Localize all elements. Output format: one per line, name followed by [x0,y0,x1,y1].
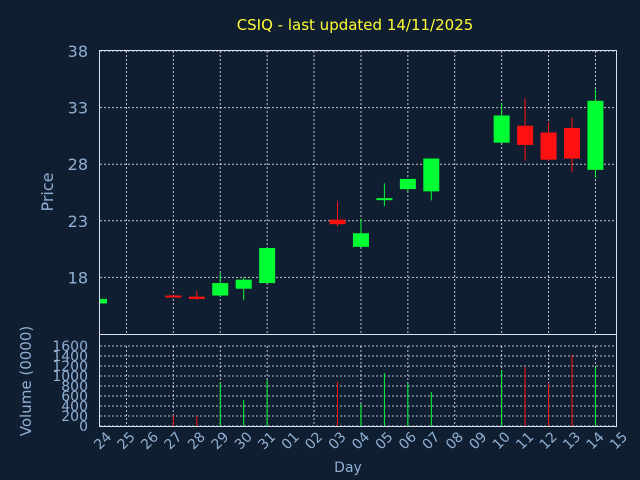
x-tick-label: 28 [185,429,209,453]
price-plot-frame [99,50,617,335]
volume-tick-label: 200 [61,409,88,425]
x-tick-label: 27 [162,429,186,453]
x-tick-label: 30 [232,429,256,453]
x-tick-labels: 24 25 26 27 28 29 30 31 01 02 03 04 05 06 07 08 09 10 11 12… [91,429,631,453]
volume-tick-label: 1400 [52,349,88,365]
volume-tick-label: 1200 [52,359,88,375]
x-tick-label: 05 [373,429,397,453]
price-tick-label: 18 [68,268,88,287]
candle-body-03 [329,219,346,225]
x-tick-label: 29 [208,429,232,453]
x-tick-label: 26 [138,429,162,453]
candle-body-06 [399,178,416,190]
x-tick-label: 14 [584,429,608,453]
x-tick-label: 25 [115,429,139,453]
x-tick-label: 06 [396,429,420,453]
candle-body-07 [423,158,440,192]
volume-tick-label: 1000 [52,369,88,385]
x-axis-label: Day [334,460,362,476]
price-tick-label: 38 [68,42,88,61]
candle-body-10 [493,115,510,143]
x-tick-label: 13 [560,429,584,453]
x-tick-label: 10 [490,429,514,453]
x-tick-label: 03 [326,429,350,453]
volume-plot-frame [99,334,617,427]
candle-body-30 [235,279,252,289]
volume-tick-label: 1600 [52,339,88,355]
x-tick-label: 04 [349,429,373,453]
price-tick-label: 28 [68,155,88,174]
volume-tick-label: 0 [79,419,88,435]
price-axis-label: Price [38,172,57,211]
candle-body-05 [376,198,393,201]
price-grid: 18 23 28 33 38 [68,42,616,334]
chart-title: CSIQ - last updated 14/11/2025 [237,16,474,34]
candle-body-11 [517,125,534,145]
candle-body-28 [188,296,205,299]
candle-body-31 [259,247,276,284]
candle-body-29 [212,283,229,296]
x-tick-label: 15 [607,429,631,453]
candle-body-27 [165,295,182,298]
volume-tick-label: 800 [61,379,88,395]
x-tick-label: 12 [537,429,561,453]
candle-body-04 [352,233,369,247]
x-tick-label: 11 [513,429,537,453]
price-candles [100,89,604,304]
x-tick-label: 01 [279,429,303,453]
volume-axis-label: Volume (0000) [17,326,35,436]
candle-body-24 [100,298,107,304]
volume-tick-label: 400 [61,399,88,415]
candle-body-12 [540,132,557,160]
x-tick-label: 09 [466,429,490,453]
price-tick-label: 33 [68,99,88,118]
x-tick-label: 31 [255,429,279,453]
candle-body-14 [587,100,604,170]
x-tick-label: 24 [91,429,115,453]
candle-body-13 [564,127,580,159]
x-tick-label: 07 [420,429,444,453]
price-tick-label: 23 [68,212,88,231]
x-tick-label: 02 [302,429,326,453]
x-tick-label: 08 [443,429,467,453]
volume-bars [172,355,596,426]
volume-tick-label: 600 [61,389,88,405]
